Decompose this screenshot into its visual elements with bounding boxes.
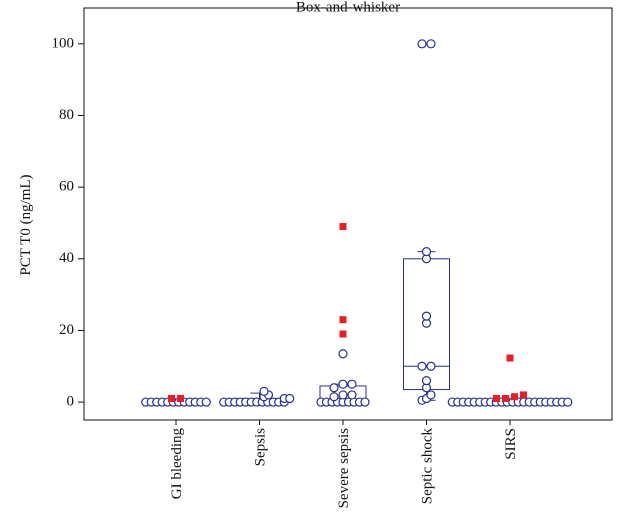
data-point — [285, 393, 295, 404]
data-point — [201, 397, 211, 407]
data-point — [417, 361, 427, 371]
data-point — [421, 311, 432, 321]
y-tick-label: 60 — [59, 179, 74, 195]
outlier — [511, 393, 518, 401]
data-point — [360, 397, 370, 407]
data-point — [563, 397, 573, 407]
plot-frame — [83, 7, 613, 421]
y-tick-label: 0 — [67, 394, 75, 410]
data-point — [338, 379, 348, 389]
x-tick-label: Severe sepsis — [336, 428, 352, 509]
outlier — [520, 391, 527, 399]
data-point — [421, 375, 432, 386]
outlier — [502, 395, 509, 403]
x-tick-label: GI bleeding — [169, 428, 185, 500]
chart-title: Box-and-whisker — [296, 0, 400, 16]
x-tick-label: Sepsis — [253, 428, 269, 467]
outlier — [339, 223, 347, 231]
data-point — [421, 247, 432, 257]
data-point — [417, 39, 427, 49]
data-point — [347, 390, 357, 400]
data-point — [338, 349, 348, 359]
data-point — [426, 361, 436, 371]
x-tick-label: SIRS — [503, 428, 519, 460]
data-point — [329, 383, 339, 393]
outlier — [168, 395, 175, 403]
outlier — [506, 354, 514, 362]
x-tick-label: Septic shock — [420, 428, 436, 505]
outlier — [493, 395, 500, 403]
data-point — [426, 39, 436, 49]
y-axis-label: PCT T0 (ng/mL) — [18, 174, 34, 275]
data-point — [347, 379, 357, 389]
outlier — [339, 316, 347, 324]
data-point — [338, 390, 348, 400]
y-tick-label: 80 — [59, 107, 74, 123]
outlier — [177, 395, 184, 403]
data-point — [259, 386, 269, 396]
y-tick-label: 20 — [59, 322, 74, 338]
y-tick-label: 100 — [52, 35, 75, 51]
data-point — [426, 390, 436, 400]
data-point — [329, 392, 339, 402]
outlier — [339, 330, 347, 338]
y-tick-label: 40 — [59, 250, 74, 266]
